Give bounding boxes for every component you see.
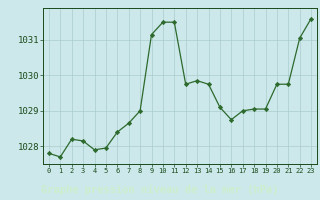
Text: Graphe pression niveau de la mer (hPa): Graphe pression niveau de la mer (hPa) <box>41 185 279 195</box>
